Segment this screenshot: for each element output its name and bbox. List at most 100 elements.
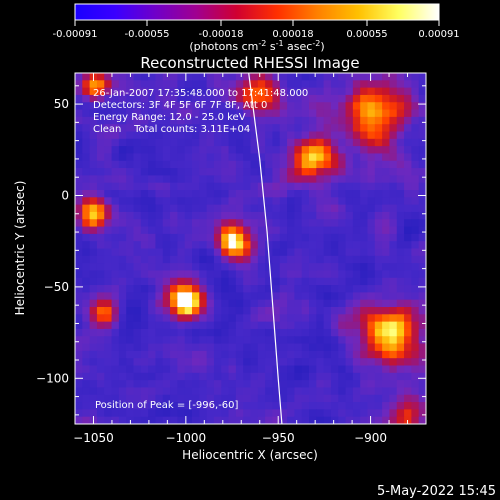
heatmap-cell bbox=[118, 197, 127, 206]
heatmap-cell bbox=[396, 416, 405, 424]
heatmap-cell bbox=[265, 336, 274, 345]
heatmap-cell bbox=[301, 270, 310, 279]
heatmap-cell bbox=[265, 416, 274, 424]
heatmap-cell bbox=[162, 160, 171, 169]
heatmap-cell bbox=[199, 270, 208, 279]
heatmap-cell bbox=[404, 226, 412, 235]
heatmap-cell bbox=[133, 321, 142, 330]
heatmap-cell bbox=[118, 182, 127, 191]
heatmap-cell bbox=[294, 328, 303, 337]
heatmap-cell bbox=[265, 314, 274, 323]
heatmap-cell bbox=[111, 248, 120, 257]
heatmap-cell bbox=[265, 182, 274, 191]
heatmap-cell bbox=[235, 94, 244, 103]
heatmap-cell bbox=[360, 416, 369, 424]
heatmap-cell bbox=[75, 73, 83, 81]
heatmap-cell bbox=[221, 80, 230, 89]
heatmap-cell bbox=[250, 402, 259, 410]
heatmap-cell bbox=[199, 263, 208, 272]
heatmap-cell bbox=[184, 277, 193, 286]
heatmap-cell bbox=[360, 343, 369, 352]
heatmap-cell bbox=[126, 277, 135, 286]
heatmap-cell bbox=[294, 285, 303, 293]
heatmap-cell bbox=[367, 321, 376, 330]
heatmap-cell bbox=[382, 314, 391, 323]
heatmap-cell bbox=[330, 109, 339, 118]
heatmap-cell bbox=[287, 226, 295, 235]
heatmap-cell bbox=[235, 277, 244, 286]
heatmap-cell bbox=[338, 153, 347, 162]
heatmap-cell bbox=[287, 402, 295, 410]
heatmap-cell bbox=[396, 219, 405, 228]
heatmap-cell bbox=[367, 299, 376, 308]
heatmap-cell bbox=[265, 409, 274, 418]
heatmap-cell bbox=[104, 226, 113, 235]
heatmap-cell bbox=[374, 409, 383, 418]
heatmap-cell bbox=[140, 248, 149, 257]
heatmap-cell bbox=[126, 190, 135, 198]
heatmap-cell bbox=[111, 402, 120, 410]
heatmap-cell bbox=[396, 409, 405, 418]
heatmap-cell bbox=[279, 277, 288, 286]
heatmap-cell bbox=[192, 394, 200, 403]
heatmap-cell bbox=[323, 358, 332, 367]
heatmap-cell bbox=[140, 387, 149, 396]
heatmap-cell bbox=[360, 394, 369, 403]
heatmap-cell bbox=[228, 270, 237, 279]
heatmap-cell bbox=[184, 197, 193, 206]
heatmap-cell bbox=[374, 153, 383, 162]
heatmap-cell bbox=[111, 153, 120, 162]
heatmap-cell bbox=[75, 416, 83, 424]
heatmap-cell bbox=[411, 380, 420, 389]
heatmap-cell bbox=[221, 336, 230, 345]
heatmap-cell bbox=[265, 343, 274, 352]
heatmap-cell bbox=[213, 263, 222, 272]
heatmap-cell bbox=[206, 241, 215, 250]
heatmap-cell bbox=[155, 372, 164, 381]
heatmap-cell bbox=[96, 168, 105, 176]
heatmap-cell bbox=[170, 197, 178, 206]
heatmap-cell bbox=[250, 182, 259, 191]
heatmap-cell bbox=[104, 138, 113, 147]
heatmap-cell bbox=[170, 270, 178, 279]
heatmap-cell bbox=[126, 292, 135, 301]
heatmap-cell bbox=[418, 387, 426, 396]
heatmap-cell bbox=[126, 270, 135, 279]
heatmap-cell bbox=[345, 219, 354, 228]
heatmap-cell bbox=[301, 365, 310, 374]
heatmap-cell bbox=[243, 204, 252, 213]
heatmap-cell bbox=[294, 336, 303, 345]
heatmap-cell bbox=[177, 168, 186, 176]
heatmap-cell bbox=[75, 285, 83, 293]
heatmap-cell bbox=[287, 241, 295, 250]
heatmap-cell bbox=[396, 343, 405, 352]
heatmap-cell bbox=[206, 94, 215, 103]
heatmap-cell bbox=[330, 241, 339, 250]
heatmap-cell bbox=[111, 241, 120, 250]
heatmap-cell bbox=[404, 328, 412, 337]
heatmap-cell bbox=[330, 336, 339, 345]
heatmap-cell bbox=[118, 131, 127, 140]
heatmap-cell bbox=[243, 219, 252, 228]
heatmap-cell bbox=[140, 416, 149, 424]
heatmap-cell bbox=[96, 372, 105, 381]
heatmap-cell bbox=[360, 94, 369, 103]
heatmap-cell bbox=[345, 109, 354, 118]
heatmap-cell bbox=[338, 233, 347, 242]
heatmap-cell bbox=[389, 263, 398, 272]
heatmap-cell bbox=[250, 138, 259, 147]
heatmap-cell bbox=[170, 336, 178, 345]
heatmap-cell bbox=[184, 387, 193, 396]
heatmap-cell bbox=[192, 197, 200, 206]
heatmap-cell bbox=[213, 175, 222, 184]
heatmap-cell bbox=[89, 102, 98, 111]
heatmap-cell bbox=[316, 80, 325, 89]
heatmap-cell bbox=[155, 116, 164, 125]
heatmap-cell bbox=[199, 233, 208, 242]
heatmap-cell bbox=[170, 160, 178, 169]
heatmap-cell bbox=[338, 87, 347, 96]
heatmap-cell bbox=[272, 190, 281, 198]
heatmap-cell bbox=[294, 226, 303, 235]
heatmap-cell bbox=[418, 328, 426, 337]
heatmap-cell bbox=[170, 204, 178, 213]
